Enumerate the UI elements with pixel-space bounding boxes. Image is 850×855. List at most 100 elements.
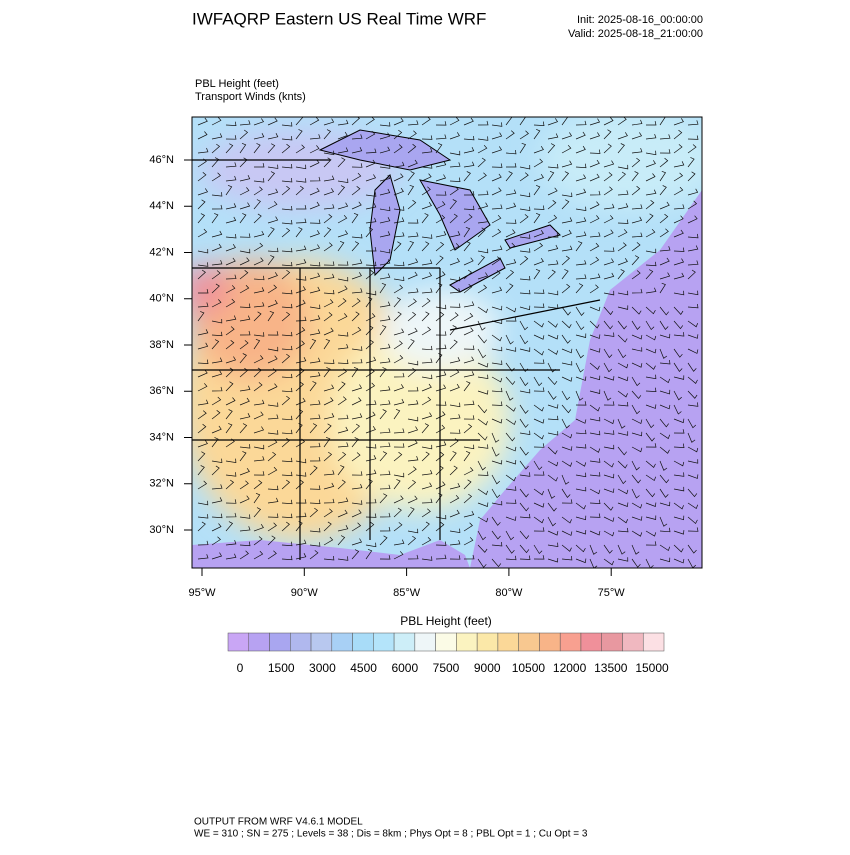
wind-barb: [323, 367, 331, 378]
wind-barb: [491, 319, 503, 324]
wind-barb: [337, 230, 349, 238]
wind-barb: [645, 173, 656, 182]
wind-barb: [463, 479, 472, 490]
lat-label: 46°N: [149, 154, 174, 166]
wind-barb: [491, 204, 503, 210]
wind-barb: [589, 499, 601, 504]
wind-barb: [365, 227, 374, 238]
wind-barb: [449, 303, 461, 308]
wind-barb: [239, 353, 247, 364]
wind-barb: [491, 530, 501, 540]
wind-barb: [393, 408, 401, 420]
wind-barb: [617, 474, 627, 485]
wind-barb: [561, 255, 570, 266]
wind-barb: [449, 213, 458, 224]
wind-barb: [603, 172, 613, 182]
wind-barb: [631, 185, 641, 196]
wind-barb: [589, 118, 601, 126]
wind-barb: [561, 269, 569, 280]
wind-barb: [379, 248, 391, 254]
wind-barb: [575, 362, 584, 373]
wind-barb: [239, 467, 250, 476]
wind-barb: [197, 248, 209, 254]
wind-barb: [407, 495, 418, 504]
wind-barb: [337, 414, 349, 420]
wind-barb: [351, 500, 363, 505]
wind-barb: [351, 259, 363, 266]
wind-barb: [421, 423, 430, 434]
wind-barb: [464, 191, 475, 196]
wind-barb: [197, 117, 208, 126]
wind-barb: [477, 227, 486, 238]
wind-barb: [379, 526, 391, 532]
wind-barb: [211, 117, 222, 126]
wind-barb: [547, 431, 559, 436]
wind-barb: [505, 499, 517, 504]
wind-barb: [295, 259, 307, 266]
wind-barb: [491, 334, 503, 342]
wind-barb: [393, 340, 403, 350]
wind-barb: [505, 432, 516, 442]
wind-barb: [659, 157, 669, 168]
wind-barb: [519, 347, 531, 352]
wind-barb: [281, 261, 293, 267]
wind-barb: [561, 499, 573, 504]
wind-barb: [379, 400, 391, 406]
wind-barb: [463, 510, 475, 518]
wind-barb: [533, 555, 545, 560]
wind-barb: [477, 362, 489, 368]
wind-barb: [323, 536, 334, 546]
wind-barb: [575, 241, 583, 252]
wind-barb: [617, 376, 629, 382]
wind-barb: [477, 404, 488, 414]
wind-barb: [393, 479, 401, 490]
wind-barb: [323, 214, 333, 224]
wind-barb: [407, 426, 419, 434]
wind-barb: [673, 229, 684, 238]
colorbar-label: 10500: [512, 661, 546, 675]
wind-barb: [351, 471, 363, 476]
wind-barb: [645, 530, 657, 537]
wind-barb: [393, 297, 402, 308]
wind-barb: [197, 228, 208, 238]
wind-barb: [603, 229, 614, 238]
wind-barb: [631, 157, 641, 168]
wind-barb: [463, 554, 475, 560]
wind-barb: [365, 521, 375, 532]
wind-barb: [295, 368, 305, 378]
wind-barb: [645, 287, 657, 294]
wind-barb: [253, 257, 264, 266]
wind-barb: [281, 353, 291, 364]
wind-barb: [281, 289, 293, 295]
wind-barb: [337, 497, 349, 504]
wind-barb: [519, 142, 527, 154]
lat-label: 44°N: [149, 200, 174, 212]
wind-barb: [505, 530, 515, 541]
wind-barb: [575, 472, 587, 478]
colorbar-box: [435, 632, 457, 652]
wind-barb: [309, 357, 321, 364]
wind-barb: [603, 390, 612, 401]
wind-barb: [617, 557, 629, 562]
wind-barb: [435, 304, 447, 310]
wind-barb: [659, 201, 670, 210]
wind-barb: [687, 215, 698, 224]
wind-barb: [253, 411, 264, 420]
wind-barb: [365, 192, 377, 197]
wind-barb: [379, 451, 388, 462]
wind-barb: [477, 460, 486, 471]
wind-barb: [323, 312, 333, 322]
wind-barb: [197, 410, 207, 420]
wind-barb: [197, 302, 209, 308]
wind-barb: [225, 326, 235, 336]
wind-barb: [253, 213, 262, 224]
wind-barb: [253, 355, 264, 364]
wind-barb: [659, 488, 669, 498]
wind-barb: [491, 488, 501, 499]
wind-barb: [561, 348, 573, 354]
wind-barb: [491, 500, 503, 506]
wind-barb: [463, 356, 475, 364]
wind-barb: [617, 446, 627, 456]
wind-barb: [547, 260, 559, 266]
wind-barb: [519, 430, 531, 436]
